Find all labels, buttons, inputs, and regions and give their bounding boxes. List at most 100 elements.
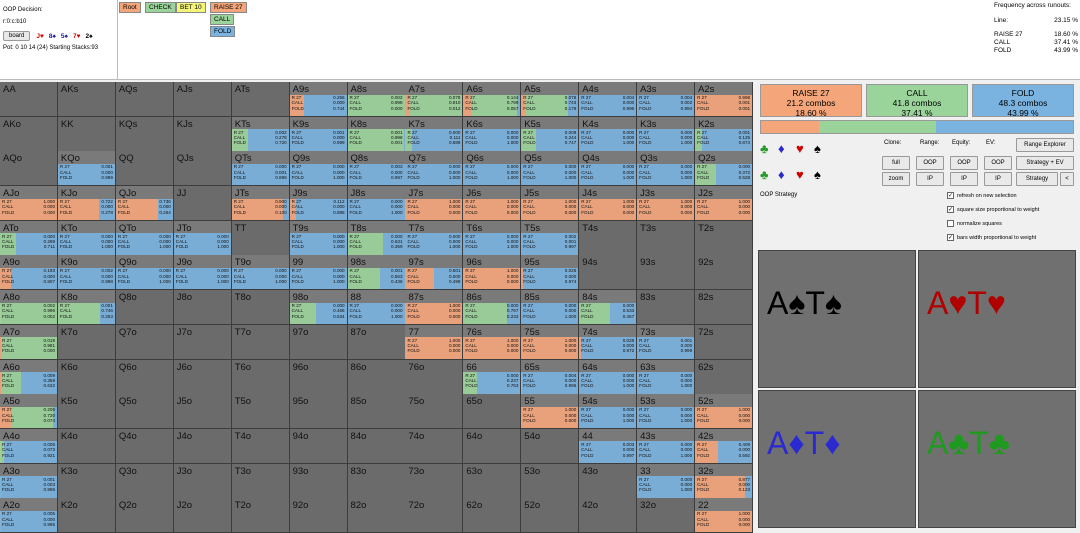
hand-cell[interactable]: 95o bbox=[289, 394, 348, 430]
hand-cell[interactable]: 82o bbox=[347, 498, 406, 533]
hand-cell[interactable]: R 27 0.001 CALL 0.125 FOLD 0.874 K2s bbox=[695, 116, 754, 152]
hand-cell[interactable]: 85o bbox=[347, 394, 406, 430]
hand-cell[interactable]: 73o bbox=[405, 463, 464, 499]
hand-cell[interactable]: R 27 0.078 CALL 0.910 FOLD 0.012 A7s bbox=[405, 82, 464, 117]
hand-cell[interactable]: R 27 0.001 CALL 0.998 FOLD 0.001 K8s bbox=[347, 116, 406, 152]
zoom-button[interactable]: zoom bbox=[882, 172, 910, 186]
hand-cell[interactable]: R 27 0.028 CALL 0.000 FOLD 0.972 74s bbox=[579, 324, 638, 360]
hand-cell[interactable]: 52o bbox=[521, 498, 580, 533]
hand-cell[interactable]: R 27 1.000 CALL 0.000 FOLD 0.000 AJo bbox=[0, 186, 58, 222]
hand-cell[interactable]: 92o bbox=[289, 498, 348, 533]
hand-cell[interactable]: K3o bbox=[57, 463, 116, 499]
hand-cell[interactable]: R 27 0.002 CALL 0.996 FOLD 0.002 A8o bbox=[0, 290, 58, 326]
hand-cell[interactable]: R 27 0.900 CALL 0.000 FOLD 0.100 JTs bbox=[231, 186, 290, 222]
ev-oop-button[interactable]: OOP bbox=[984, 156, 1012, 170]
hand-cell[interactable]: KJs bbox=[173, 116, 232, 152]
hand-cell[interactable]: R 27 0.877 CALL 0.000 FOLD 0.123 32s bbox=[695, 463, 754, 499]
hand-cell[interactable]: 32o bbox=[637, 498, 696, 533]
hand-cell[interactable]: R 27 0.000 CALL 0.000 FOLD 1.000 88 bbox=[347, 290, 406, 326]
hand-cell[interactable]: R 27 0.000 CALL 0.000 FOLD 1.000 Q7s bbox=[405, 151, 464, 187]
hand-cell[interactable]: R 27 1.000 CALL 0.000 FOLD 0.000 J4s bbox=[579, 186, 638, 222]
hand-cell[interactable]: Q4o bbox=[115, 428, 174, 464]
hand-cell[interactable]: R 27 0.000 CALL 0.000 FOLD 1.000 85s bbox=[521, 290, 580, 326]
summary-call-box[interactable]: CALL 41.8 combos 37.41 % bbox=[866, 84, 968, 118]
hand-cell[interactable]: JJ bbox=[173, 186, 232, 222]
hand-cell[interactable]: R 27 1.000 CALL 0.000 FOLD 0.000 52s bbox=[695, 394, 754, 430]
hand-cell[interactable]: R 27 0.000 CALL 0.000 FOLD 1.000 64s bbox=[579, 359, 638, 395]
hand-cell[interactable]: K4o bbox=[57, 428, 116, 464]
hand-cell[interactable]: R 27 0.009 CALL 0.359 FOLD 0.632 A6o bbox=[0, 359, 58, 395]
hand-cell[interactable]: 65o bbox=[463, 394, 522, 430]
hand-cell[interactable]: 42o bbox=[579, 498, 638, 533]
hand-cell[interactable]: R 27 0.006 CALL 0.073 FOLD 0.921 A4o bbox=[0, 428, 58, 464]
hand-cell[interactable]: R 27 1.000 CALL 0.000 FOLD 0.000 55 bbox=[521, 394, 580, 430]
hand-cell[interactable]: 92s bbox=[695, 255, 754, 291]
tree-node-raise-27[interactable]: RAISE 27 bbox=[210, 2, 247, 13]
hand-cell[interactable]: AKs bbox=[57, 82, 116, 117]
hand-cell[interactable]: J8o bbox=[173, 290, 232, 326]
hand-cell[interactable]: T2s bbox=[695, 220, 754, 256]
combo-card-quad[interactable]: A♦T♦ bbox=[758, 390, 916, 528]
hand-cell[interactable]: R 27 0.000 CALL 0.000 FOLD 1.000 Q9s bbox=[289, 151, 348, 187]
hand-cell[interactable]: R 27 0.000 CALL 0.000 FOLD 1.000 Q3s bbox=[637, 151, 696, 187]
club-icon[interactable]: ♣ bbox=[760, 167, 769, 182]
hand-cell[interactable]: R 27 1.000 CALL 0.000 FOLD 0.000 J6s bbox=[463, 186, 522, 222]
hand-cell[interactable]: R 27 0.000 CALL 0.000 FOLD 1.000 43s bbox=[637, 428, 696, 464]
hand-cell[interactable]: R 27 0.000 CALL 0.000 FOLD 1.000 K6s bbox=[463, 116, 522, 152]
hand-cell[interactable]: T5o bbox=[231, 394, 290, 430]
hand-cell[interactable]: R 27 0.000 CALL 0.000 FOLD 1.000 T9o bbox=[231, 255, 290, 291]
hand-cell[interactable]: R 27 0.003 CALL 0.000 FOLD 0.997 Q8s bbox=[347, 151, 406, 187]
hand-cell[interactable]: AQs bbox=[115, 82, 174, 117]
hand-cell[interactable]: R 27 0.000 CALL 0.000 FOLD 1.000 J8s bbox=[347, 186, 406, 222]
hand-cell[interactable]: J6o bbox=[173, 359, 232, 395]
checkbox-box[interactable]: ✓ bbox=[947, 206, 954, 213]
hand-cell[interactable]: R 27 0.000 CALL 0.000 FOLD 1.000 Q6s bbox=[463, 151, 522, 187]
hand-cell[interactable]: R 27 1.000 CALL 0.000 FOLD 0.000 J2s bbox=[695, 186, 754, 222]
tree-node-root[interactable]: Root bbox=[119, 2, 141, 13]
hand-cell[interactable]: 86o bbox=[347, 359, 406, 395]
hand-cell[interactable]: R 27 0.019 CALL 0.981 FOLD 0.000 A7o bbox=[0, 324, 58, 360]
hand-cell[interactable]: J5o bbox=[173, 394, 232, 430]
hand-cell[interactable]: R 27 0.001 CALL 0.746 FOLD 0.253 K8o bbox=[57, 290, 116, 326]
hand-cell[interactable]: T7o bbox=[231, 324, 290, 360]
hand-cell[interactable]: 96o bbox=[289, 359, 348, 395]
hand-cell[interactable]: R 27 0.001 CALL 0.000 FOLD 0.999 73s bbox=[637, 324, 696, 360]
hand-cell[interactable]: R 27 0.000 CALL 0.000 FOLD 1.000 63s bbox=[637, 359, 696, 395]
hand-cell[interactable]: T8o bbox=[231, 290, 290, 326]
hand-cell[interactable]: R 27 0.001 CALL 0.003 FOLD 0.996 A3o bbox=[0, 463, 58, 499]
hand-cell[interactable]: K2o bbox=[57, 498, 116, 533]
hand-cell[interactable]: ATs bbox=[231, 82, 290, 117]
hand-cell[interactable]: R 27 0.256 CALL 0.000 FOLD 0.744 A9s bbox=[289, 82, 348, 117]
hand-cell[interactable]: R 27 0.000 CALL 0.001 FOLD 0.999 QTs bbox=[231, 151, 290, 187]
hand-cell[interactable]: 53o bbox=[521, 463, 580, 499]
hand-cell[interactable]: R 27 0.144 CALL 0.799 FOLD 0.057 A6s bbox=[463, 82, 522, 117]
hand-cell[interactable]: R 27 0.736 CALL 0.000 FOLD 0.264 QJo bbox=[115, 186, 174, 222]
hand-cell[interactable]: Q7o bbox=[115, 324, 174, 360]
hand-cell[interactable]: 43o bbox=[579, 463, 638, 499]
hand-cell[interactable]: R 27 0.000 CALL 0.000 FOLD 1.000 T6s bbox=[463, 220, 522, 256]
hand-cell[interactable]: 93s bbox=[637, 255, 696, 291]
spade-icon[interactable]: ♠ bbox=[814, 141, 821, 156]
hand-cell[interactable]: R 27 0.000 CALL 0.000 FOLD 1.000 Q4s bbox=[579, 151, 638, 187]
hand-cell[interactable]: 72s bbox=[695, 324, 754, 360]
hand-cell[interactable]: 72o bbox=[405, 498, 464, 533]
full-button[interactable]: full bbox=[882, 156, 910, 170]
hand-cell[interactable]: R 27 0.000 CALL 0.767 FOLD 0.233 86s bbox=[463, 290, 522, 326]
hand-cell[interactable]: 75o bbox=[405, 394, 464, 430]
hand-cell[interactable]: QQ bbox=[115, 151, 174, 187]
hand-cell[interactable]: KQs bbox=[115, 116, 174, 152]
hand-cell[interactable]: T6o bbox=[231, 359, 290, 395]
hand-cell[interactable]: R 27 0.000 CALL 0.289 FOLD 0.711 ATo bbox=[0, 220, 58, 256]
hand-cell[interactable]: 94o bbox=[289, 428, 348, 464]
hand-cell[interactable]: 83o bbox=[347, 463, 406, 499]
hand-cell[interactable]: AA bbox=[0, 82, 58, 117]
hand-cell[interactable]: R 27 0.000 CALL 0.000 FOLD 1.000 99 bbox=[289, 255, 348, 291]
combo-card-quad[interactable]: A♠T♠ bbox=[758, 250, 916, 388]
hand-cell[interactable]: 63o bbox=[463, 463, 522, 499]
heart-icon[interactable]: ♥ bbox=[796, 141, 804, 156]
hand-cell[interactable]: R 27 0.004 CALL 0.002 FOLD 0.994 A3s bbox=[637, 82, 696, 117]
hand-cell[interactable]: R 27 1.000 CALL 0.000 FOLD 0.000 87s bbox=[405, 290, 464, 326]
hand-cell[interactable]: Q6o bbox=[115, 359, 174, 395]
combo-card-quad[interactable]: A♥T♥ bbox=[918, 250, 1076, 388]
hand-cell[interactable]: R 27 0.998 CALL 0.001 FOLD 0.001 A2s bbox=[695, 82, 754, 117]
